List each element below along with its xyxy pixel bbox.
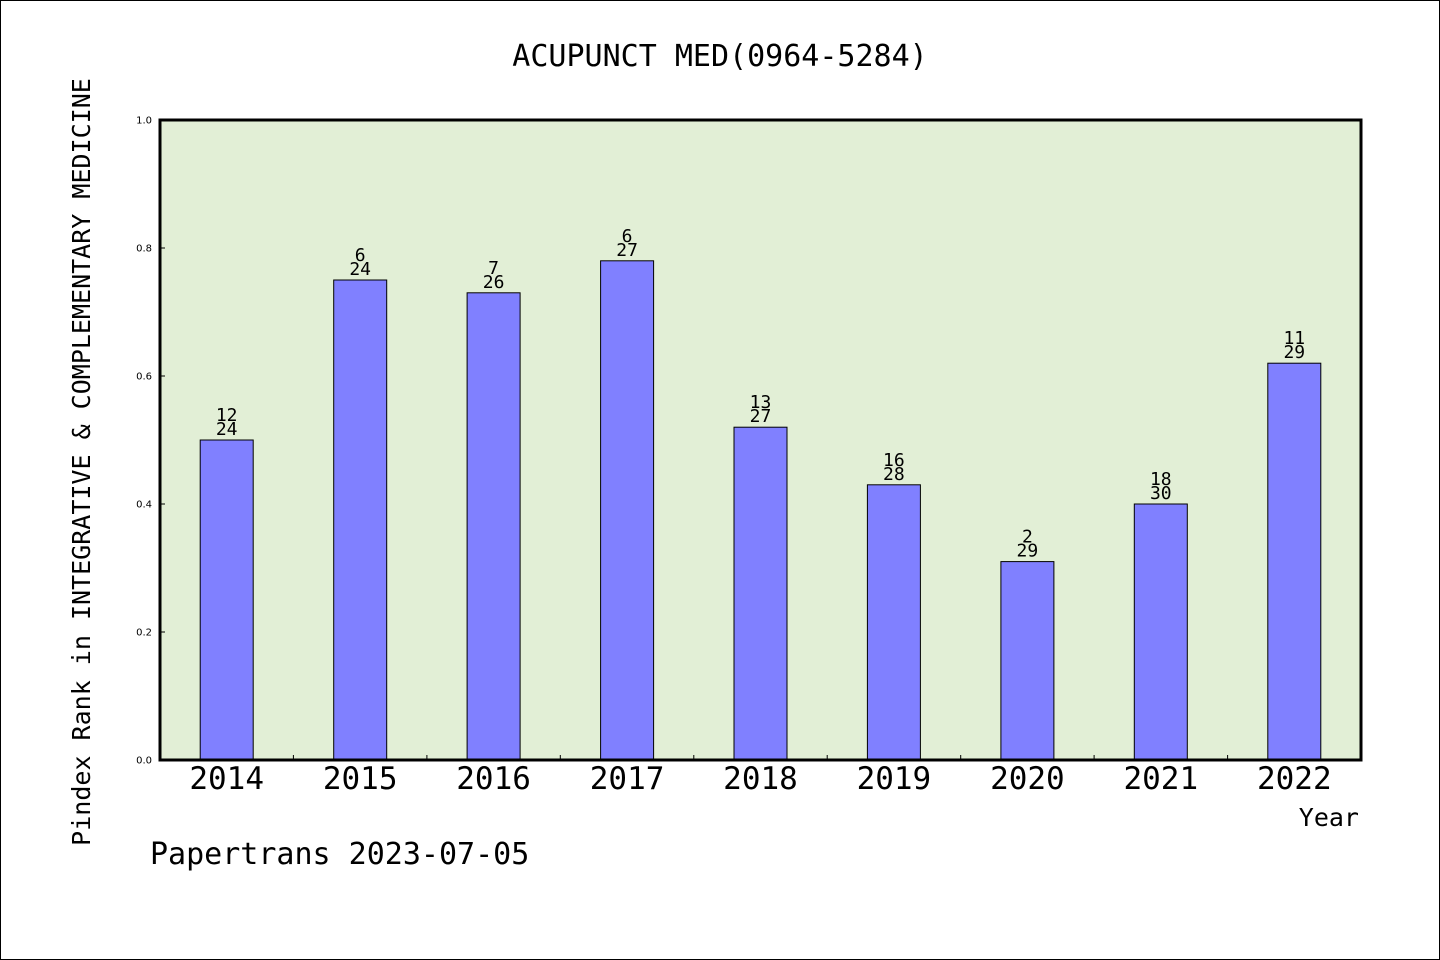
rank-label-2015: 6 <box>355 245 366 266</box>
x-tick-label-2016: 2016 <box>456 761 531 797</box>
total-label-2018: 27 <box>750 406 772 427</box>
bar-2021 <box>1133 503 1188 761</box>
total-label-2016: 26 <box>483 272 505 293</box>
x-axis-label: Year <box>1299 803 1359 832</box>
x-tick-label-2014: 2014 <box>189 761 264 797</box>
total-label-2015: 24 <box>349 259 371 280</box>
rank-label-2022: 11 <box>1283 328 1305 349</box>
bar-2018 <box>733 426 788 761</box>
plot-border <box>158 118 1363 762</box>
bar-2016 <box>466 292 521 761</box>
bar-2019 <box>866 484 921 761</box>
rank-label-2018: 13 <box>750 392 772 413</box>
rank-label-2017: 6 <box>622 226 633 247</box>
y-axis-label: Pindex Rank in INTEGRATIVE & COMPLEMENTA… <box>67 78 96 846</box>
total-label-2019: 28 <box>883 464 905 485</box>
x-tick-label-2018: 2018 <box>723 761 798 797</box>
x-tick-label-2017: 2017 <box>590 761 665 797</box>
bar-2017 <box>600 260 655 761</box>
y-tick-label-4: 0.8 <box>136 244 152 255</box>
rank-label-2014: 12 <box>216 405 238 426</box>
bar-2020 <box>1000 561 1055 761</box>
y-tick-label-0: 0.0 <box>136 756 152 767</box>
rank-label-2016: 7 <box>488 258 499 279</box>
y-tick-label-5: 1.0 <box>136 116 152 127</box>
rank-label-2019: 16 <box>883 450 905 471</box>
x-ticks-layer: 2014 2015 2016 2017 2018 2019 2020 2021 2022 <box>189 755 1332 797</box>
total-label-2014: 24 <box>216 419 238 440</box>
y-tick-label-3: 0.6 <box>136 372 152 383</box>
x-tick-label-2021: 2021 <box>1123 761 1198 797</box>
total-label-2020: 29 <box>1017 541 1039 562</box>
x-tick-label-2015: 2015 <box>323 761 398 797</box>
chart-title: ACUPUNCT MED(0964-5284) <box>512 39 927 74</box>
x-tick-label-2022: 2022 <box>1257 761 1332 797</box>
y-tick-label-1: 0.2 <box>136 628 152 639</box>
total-label-2017: 27 <box>616 240 638 261</box>
y-tick-label-2: 0.4 <box>136 500 152 511</box>
total-label-2021: 30 <box>1150 483 1172 504</box>
bar-2015 <box>333 279 388 761</box>
bar-2022 <box>1267 362 1322 761</box>
x-tick-label-2020: 2020 <box>990 761 1065 797</box>
total-label-2022: 29 <box>1283 342 1305 363</box>
rank-label-2021: 18 <box>1150 469 1172 490</box>
x-tick-label-2019: 2019 <box>857 761 932 797</box>
credit-text: Papertrans 2023-07-05 <box>150 837 529 872</box>
bar-2014 <box>199 439 254 761</box>
rank-label-2020: 2 <box>1022 527 1033 548</box>
